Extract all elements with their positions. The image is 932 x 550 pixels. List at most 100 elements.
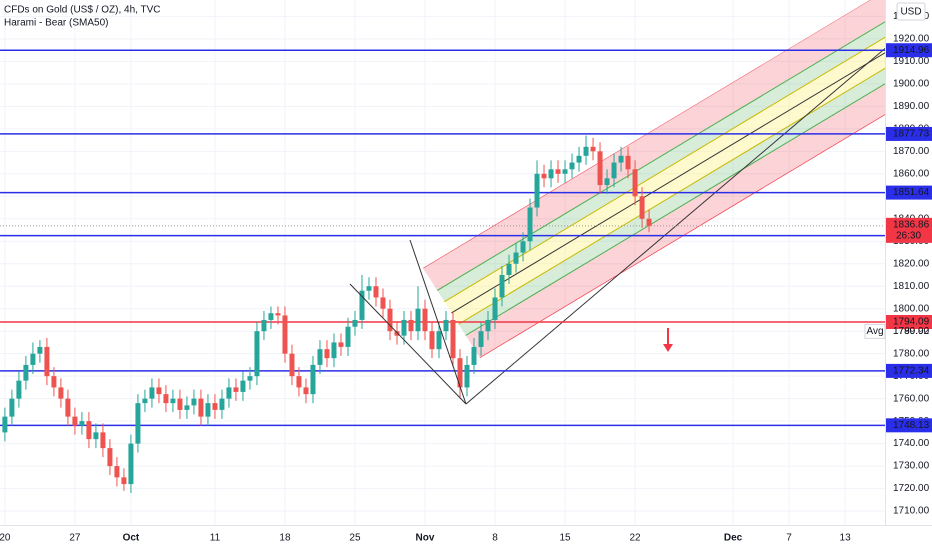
arrow-head bbox=[663, 344, 673, 352]
candle-body bbox=[282, 315, 288, 354]
level-label: 1877.73 bbox=[893, 129, 930, 140]
y-tick-label: 1920.00 bbox=[893, 34, 930, 45]
level-label: 1794.09 bbox=[893, 317, 930, 328]
candle-body bbox=[9, 398, 15, 417]
candle-body bbox=[527, 207, 533, 242]
candle-body bbox=[597, 151, 603, 186]
x-tick-label: 18 bbox=[279, 533, 291, 544]
candle-body bbox=[359, 290, 365, 320]
chart-title: CFDs on Gold (US$ / OZ), 4h, TVC bbox=[4, 5, 161, 16]
y-tick-label: 1890.00 bbox=[893, 101, 930, 112]
x-tick-label: 25 bbox=[349, 533, 361, 544]
candle-body bbox=[632, 169, 638, 197]
candle-body bbox=[366, 286, 372, 291]
fork-handle bbox=[409, 239, 467, 405]
candle-body bbox=[506, 263, 512, 275]
level-label-box bbox=[886, 363, 932, 378]
candle-body bbox=[233, 387, 239, 392]
candle-body bbox=[569, 162, 575, 170]
candle-body bbox=[562, 169, 568, 174]
candle-body bbox=[51, 376, 57, 388]
candle-body bbox=[142, 398, 148, 404]
candle-body bbox=[37, 346, 43, 354]
candle-body bbox=[408, 319, 414, 332]
candle-body bbox=[16, 380, 22, 399]
candle-body bbox=[44, 346, 50, 377]
currency[interactable]: USD bbox=[900, 7, 921, 18]
candle-body bbox=[499, 274, 505, 298]
candle-body bbox=[541, 173, 547, 179]
candle-body bbox=[191, 398, 197, 406]
level-label-box bbox=[886, 418, 932, 433]
candles bbox=[2, 135, 652, 494]
fork-band bbox=[423, 12, 885, 341]
candle-body bbox=[100, 432, 106, 449]
candle-body bbox=[555, 169, 561, 174]
candle-body bbox=[380, 297, 386, 309]
level-label: 1914.96 bbox=[893, 45, 930, 56]
x-tick-label: 7 bbox=[786, 533, 792, 544]
candle-body bbox=[296, 376, 302, 388]
candle-body bbox=[338, 342, 344, 347]
y-tick-label: 1900.00 bbox=[893, 79, 930, 90]
candle-body bbox=[289, 353, 295, 377]
fork-line bbox=[423, 74, 885, 358]
y-tick-label: 1820.00 bbox=[893, 258, 930, 269]
candle-body bbox=[184, 405, 190, 410]
fork-band bbox=[423, 74, 885, 358]
candle-body bbox=[2, 416, 8, 433]
price-labels: 1914.961877.731851.641832.531794.091772.… bbox=[864, 43, 932, 433]
candle-body bbox=[450, 319, 456, 359]
candle-body bbox=[478, 331, 484, 347]
candle-body bbox=[65, 398, 71, 417]
fork-median bbox=[465, 47, 885, 405]
candle-body bbox=[30, 353, 36, 365]
y-tick-label: 1730.00 bbox=[893, 461, 930, 472]
candle-body bbox=[352, 319, 358, 327]
candle-body bbox=[345, 326, 351, 347]
candle-body bbox=[275, 313, 281, 316]
x-tick-label: 11 bbox=[210, 533, 221, 544]
candle-body bbox=[149, 387, 155, 399]
x-tick-label: Dec bbox=[724, 533, 743, 544]
candle-body bbox=[604, 178, 610, 186]
candle-body bbox=[429, 331, 435, 350]
drawing-lines bbox=[349, 239, 673, 405]
y-tick-label: 1780.00 bbox=[893, 348, 930, 359]
candle-body bbox=[261, 319, 267, 332]
currency-box[interactable] bbox=[896, 2, 926, 21]
x-tick-label: 27 bbox=[69, 533, 81, 544]
candle-body bbox=[520, 241, 526, 253]
candle-body bbox=[310, 364, 316, 395]
candle-body bbox=[548, 169, 554, 179]
candle-body bbox=[394, 331, 400, 336]
candle-body bbox=[639, 196, 645, 219]
candle-body bbox=[485, 319, 491, 332]
fork-band bbox=[423, 59, 885, 358]
candle-body bbox=[254, 331, 260, 377]
x-tick-label: 22 bbox=[629, 533, 641, 544]
down-arrow bbox=[663, 328, 673, 352]
x-tick-label: Nov bbox=[416, 533, 435, 544]
candle-body bbox=[114, 466, 120, 478]
y-tick-label: 1720.00 bbox=[893, 483, 930, 494]
candle-body bbox=[86, 421, 92, 440]
candle-body bbox=[618, 155, 624, 163]
last-price-box bbox=[886, 217, 932, 243]
candle-body bbox=[422, 308, 428, 332]
candle-body bbox=[646, 218, 652, 226]
candle-body bbox=[170, 398, 176, 404]
candle-body bbox=[128, 443, 134, 485]
y-tick-label: 1870.00 bbox=[893, 146, 930, 157]
fork-handle bbox=[349, 283, 467, 405]
candle-body bbox=[226, 387, 232, 399]
candle-body bbox=[156, 387, 162, 395]
candle-body bbox=[163, 394, 169, 404]
y-tick-label: 1800.00 bbox=[893, 303, 930, 314]
y-tick-label: 1860.00 bbox=[893, 168, 930, 179]
candle-body bbox=[212, 403, 218, 410]
y-tick-label: 1760.00 bbox=[893, 393, 930, 404]
candle-body bbox=[121, 477, 127, 485]
